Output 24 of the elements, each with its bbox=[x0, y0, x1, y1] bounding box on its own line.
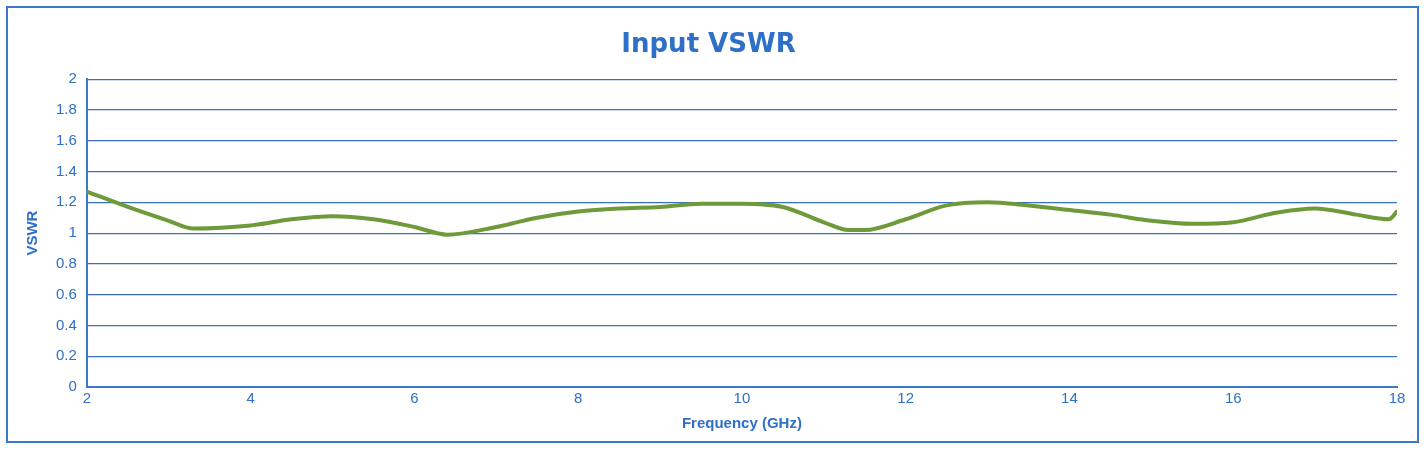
x-tick-label: 2 bbox=[82, 389, 92, 407]
x-tick-label: 6 bbox=[410, 389, 419, 407]
line-series bbox=[86, 189, 1397, 237]
y-tick-label: 1.6 bbox=[55, 130, 77, 148]
x-tick-label: 4 bbox=[246, 389, 255, 407]
x-tick-label: 18 bbox=[1388, 389, 1406, 407]
x-tick-label: 14 bbox=[1061, 389, 1078, 407]
y-tick-label: 0.6 bbox=[55, 284, 77, 302]
chart-title: Input VSWR bbox=[621, 28, 796, 59]
y-tick-label: 1.4 bbox=[55, 161, 77, 179]
x-tick-label: 16 bbox=[1224, 389, 1242, 407]
y-tick-label: 0 bbox=[68, 377, 77, 395]
y-tick-label: 1 bbox=[68, 223, 77, 241]
y-tick-label: 1.8 bbox=[55, 100, 77, 118]
x-tick-label: 12 bbox=[897, 389, 915, 407]
x-tick-label: 8 bbox=[573, 389, 583, 407]
y-tick-label: 1.2 bbox=[55, 192, 77, 210]
y-tick-label: 2 bbox=[68, 69, 77, 87]
y-tick-label: 0.8 bbox=[55, 254, 77, 272]
x-tick-label: 10 bbox=[733, 389, 751, 407]
y-tick-label: 0.4 bbox=[55, 315, 77, 333]
x-axis-title: Frequency (GHz) bbox=[681, 414, 802, 432]
y-axis-title: VSWR bbox=[23, 210, 41, 256]
y-tick-label: 0.2 bbox=[55, 346, 77, 364]
